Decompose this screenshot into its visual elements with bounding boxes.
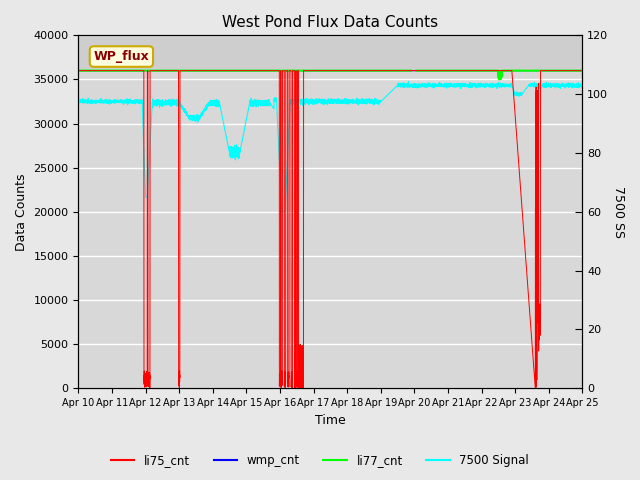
7500 Signal: [75, 96, 83, 102]
li77_cnt: [313, 68, 321, 73]
7500 Signal: [457, 82, 465, 87]
li75_cnt: [457, 68, 465, 73]
wmp_cnt: [443, 68, 451, 73]
Line: li77_cnt: li77_cnt: [79, 71, 582, 79]
li77_cnt: [557, 68, 565, 73]
li75_cnt: [313, 68, 321, 73]
Bar: [79, 36, 582, 71]
7500 Signal: [313, 99, 321, 105]
li75_cnt: [551, 68, 559, 73]
li75_cnt: [557, 68, 565, 73]
li75_cnt: [75, 68, 83, 73]
li77_cnt: [75, 68, 83, 73]
li77_cnt: [579, 68, 586, 73]
li75_cnt: [443, 68, 451, 73]
7500 Signal: [278, 209, 285, 215]
wmp_cnt: [457, 68, 465, 73]
Text: WP_flux: WP_flux: [93, 50, 149, 63]
7500 Signal: [443, 83, 451, 88]
li75_cnt: [579, 68, 586, 73]
li75_cnt: [531, 385, 539, 391]
Line: 7500 Signal: 7500 Signal: [79, 81, 582, 212]
li77_cnt: [443, 68, 451, 73]
X-axis label: Time: Time: [315, 414, 346, 427]
7500 Signal: [551, 82, 559, 87]
wmp_cnt: [313, 68, 321, 73]
wmp_cnt: [579, 68, 586, 73]
wmp_cnt: [557, 68, 565, 73]
li75_cnt: [246, 68, 253, 73]
7500 Signal: [404, 78, 412, 84]
li77_cnt: [551, 68, 559, 73]
Y-axis label: 7500 SS: 7500 SS: [612, 186, 625, 238]
7500 Signal: [557, 83, 565, 89]
li77_cnt: [246, 68, 253, 73]
Title: West Pond Flux Data Counts: West Pond Flux Data Counts: [222, 15, 438, 30]
wmp_cnt: [551, 68, 559, 73]
7500 Signal: [246, 100, 253, 106]
li77_cnt: [457, 68, 465, 73]
7500 Signal: [579, 82, 586, 87]
Legend: li75_cnt, wmp_cnt, li77_cnt, 7500 Signal: li75_cnt, wmp_cnt, li77_cnt, 7500 Signal: [106, 449, 534, 472]
Line: li75_cnt: li75_cnt: [79, 71, 582, 388]
wmp_cnt: [246, 68, 253, 73]
wmp_cnt: [75, 68, 83, 73]
Y-axis label: Data Counts: Data Counts: [15, 173, 28, 251]
